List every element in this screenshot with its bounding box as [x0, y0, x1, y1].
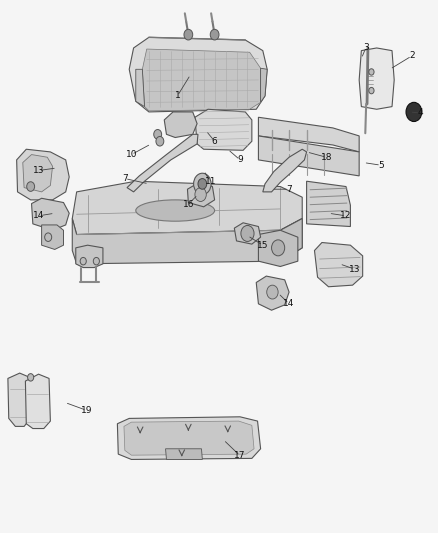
Polygon shape	[25, 374, 50, 429]
Polygon shape	[142, 49, 261, 111]
Text: 11: 11	[205, 177, 216, 185]
Circle shape	[45, 233, 52, 241]
Text: 1: 1	[174, 92, 180, 100]
Polygon shape	[164, 112, 197, 138]
Circle shape	[198, 179, 207, 189]
Text: 19: 19	[81, 406, 92, 415]
Circle shape	[369, 87, 374, 94]
Text: 13: 13	[349, 265, 360, 273]
Text: 17: 17	[234, 451, 246, 460]
Polygon shape	[8, 373, 31, 426]
Text: 9: 9	[237, 156, 243, 164]
Circle shape	[406, 102, 422, 122]
Text: 14: 14	[33, 212, 44, 220]
Circle shape	[27, 182, 35, 191]
Polygon shape	[42, 225, 64, 249]
Polygon shape	[127, 134, 198, 192]
Polygon shape	[117, 417, 261, 459]
Polygon shape	[32, 198, 69, 230]
Circle shape	[80, 257, 86, 265]
Text: 4: 4	[418, 109, 423, 117]
Circle shape	[195, 188, 206, 201]
Polygon shape	[17, 149, 69, 200]
Polygon shape	[359, 48, 394, 109]
Text: 10: 10	[126, 150, 137, 159]
Polygon shape	[280, 219, 302, 261]
Text: 7: 7	[286, 185, 292, 193]
Text: 14: 14	[283, 300, 295, 308]
Polygon shape	[187, 182, 215, 207]
Text: 6: 6	[212, 137, 218, 146]
Circle shape	[272, 240, 285, 256]
Polygon shape	[261, 68, 267, 102]
Ellipse shape	[136, 200, 215, 221]
Polygon shape	[258, 136, 359, 176]
Polygon shape	[136, 69, 145, 107]
Circle shape	[267, 285, 278, 299]
Polygon shape	[258, 230, 298, 266]
Text: 13: 13	[33, 166, 44, 175]
Polygon shape	[258, 117, 359, 152]
Text: 2: 2	[409, 52, 414, 60]
Polygon shape	[23, 155, 53, 192]
Polygon shape	[234, 223, 261, 244]
Polygon shape	[195, 109, 252, 150]
Polygon shape	[72, 181, 302, 235]
Circle shape	[28, 374, 34, 381]
Text: 5: 5	[378, 161, 384, 169]
Polygon shape	[307, 181, 350, 227]
Polygon shape	[129, 37, 267, 112]
Polygon shape	[72, 219, 302, 264]
Circle shape	[210, 29, 219, 40]
Circle shape	[154, 130, 162, 139]
Polygon shape	[263, 149, 307, 192]
Polygon shape	[256, 276, 289, 310]
Polygon shape	[166, 449, 202, 459]
Circle shape	[194, 173, 211, 195]
Circle shape	[369, 69, 374, 75]
Circle shape	[93, 257, 99, 265]
Text: 3: 3	[363, 44, 369, 52]
Circle shape	[156, 136, 164, 146]
Text: 18: 18	[321, 153, 332, 161]
Text: 15: 15	[257, 241, 268, 249]
Polygon shape	[314, 243, 363, 287]
Polygon shape	[124, 421, 254, 455]
Text: 16: 16	[183, 200, 194, 208]
Circle shape	[241, 225, 254, 241]
Text: 12: 12	[340, 212, 352, 220]
Text: 7: 7	[122, 174, 128, 183]
Polygon shape	[76, 245, 103, 268]
Circle shape	[184, 29, 193, 40]
